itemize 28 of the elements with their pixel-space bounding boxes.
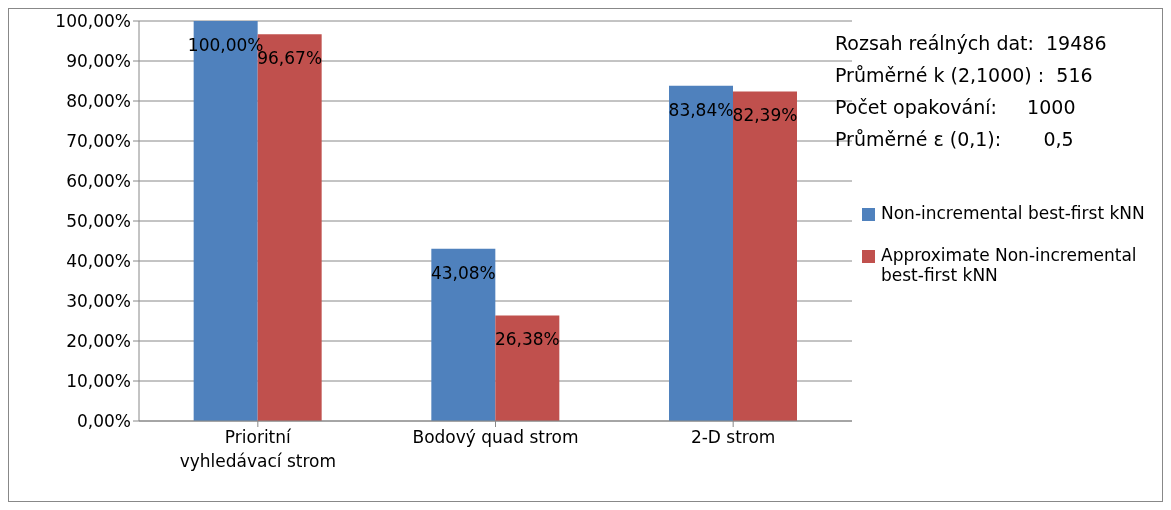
data-label: 83,84%	[668, 99, 734, 120]
data-label: 82,39%	[732, 105, 798, 126]
y-tick-label: 50,00%	[66, 211, 131, 232]
x-tick-label: 2-D strom	[690, 427, 776, 447]
data-label: 43,08%	[430, 262, 496, 283]
x-tick-label: Bodový quad strom	[412, 427, 579, 447]
bar	[431, 248, 496, 421]
y-tick-label: 0,00%	[76, 411, 131, 432]
legend-label: Approximate Non-incremental best-first kNN	[881, 245, 1138, 285]
annotation: Průměrné ε (0,1): 0,5	[835, 127, 1075, 152]
annotation: Počet opakování: 1000	[835, 95, 1077, 120]
y-tick-label: 20,00%	[66, 331, 131, 352]
bar	[669, 85, 733, 421]
y-tick-label: 90,00%	[66, 51, 131, 72]
y-tick-label: 60,00%	[66, 171, 131, 192]
legend-label: Non-incremental best-first kNN	[881, 203, 1145, 223]
annotation: Průměrné k (2,1000) : 516	[835, 63, 1094, 88]
y-tick-label: 100,00%	[55, 11, 131, 32]
y-tick-label: 10,00%	[66, 371, 131, 392]
x-tick-label: Prioritní vyhledávací strom	[179, 427, 337, 471]
annotation: Rozsah reálných dat: 19486	[835, 31, 1107, 56]
y-tick-label: 80,00%	[66, 91, 131, 112]
y-tick-label: 30,00%	[66, 291, 131, 312]
bar	[495, 315, 560, 421]
y-tick-label: 70,00%	[66, 131, 131, 152]
y-tick-label: 40,00%	[66, 251, 131, 272]
bar	[733, 91, 797, 421]
data-label: 26,38%	[494, 329, 560, 350]
